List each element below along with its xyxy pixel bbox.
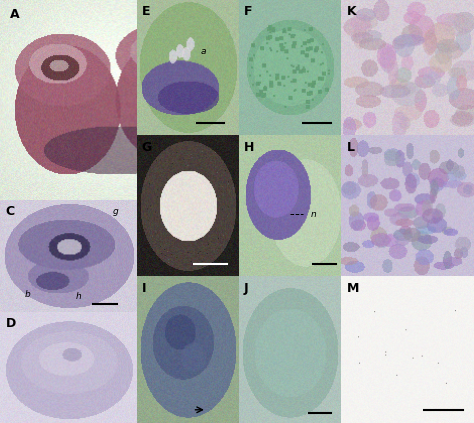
Text: C: C — [6, 205, 15, 217]
Text: a: a — [201, 47, 206, 56]
Text: K: K — [346, 5, 356, 19]
Text: h: h — [75, 292, 82, 301]
Text: A: A — [9, 8, 19, 21]
Text: I: I — [142, 282, 146, 295]
Text: G: G — [142, 141, 152, 154]
Text: dp: dp — [385, 8, 399, 18]
Text: 130 b -: 130 b - — [242, 39, 271, 49]
Text: n: n — [311, 210, 317, 219]
Text: M: M — [346, 282, 359, 295]
Text: E: E — [142, 5, 150, 19]
Text: g: g — [113, 207, 118, 216]
Text: b: b — [25, 290, 30, 299]
Text: dup: dup — [433, 8, 454, 18]
Text: D: D — [6, 316, 16, 330]
Text: B: B — [249, 8, 258, 21]
Text: L: L — [346, 141, 355, 154]
Text: 28 b -: 28 b - — [242, 159, 266, 168]
Text: H: H — [244, 141, 254, 154]
Text: ud: ud — [331, 8, 345, 18]
Text: F: F — [244, 5, 252, 19]
Text: J: J — [244, 282, 248, 295]
